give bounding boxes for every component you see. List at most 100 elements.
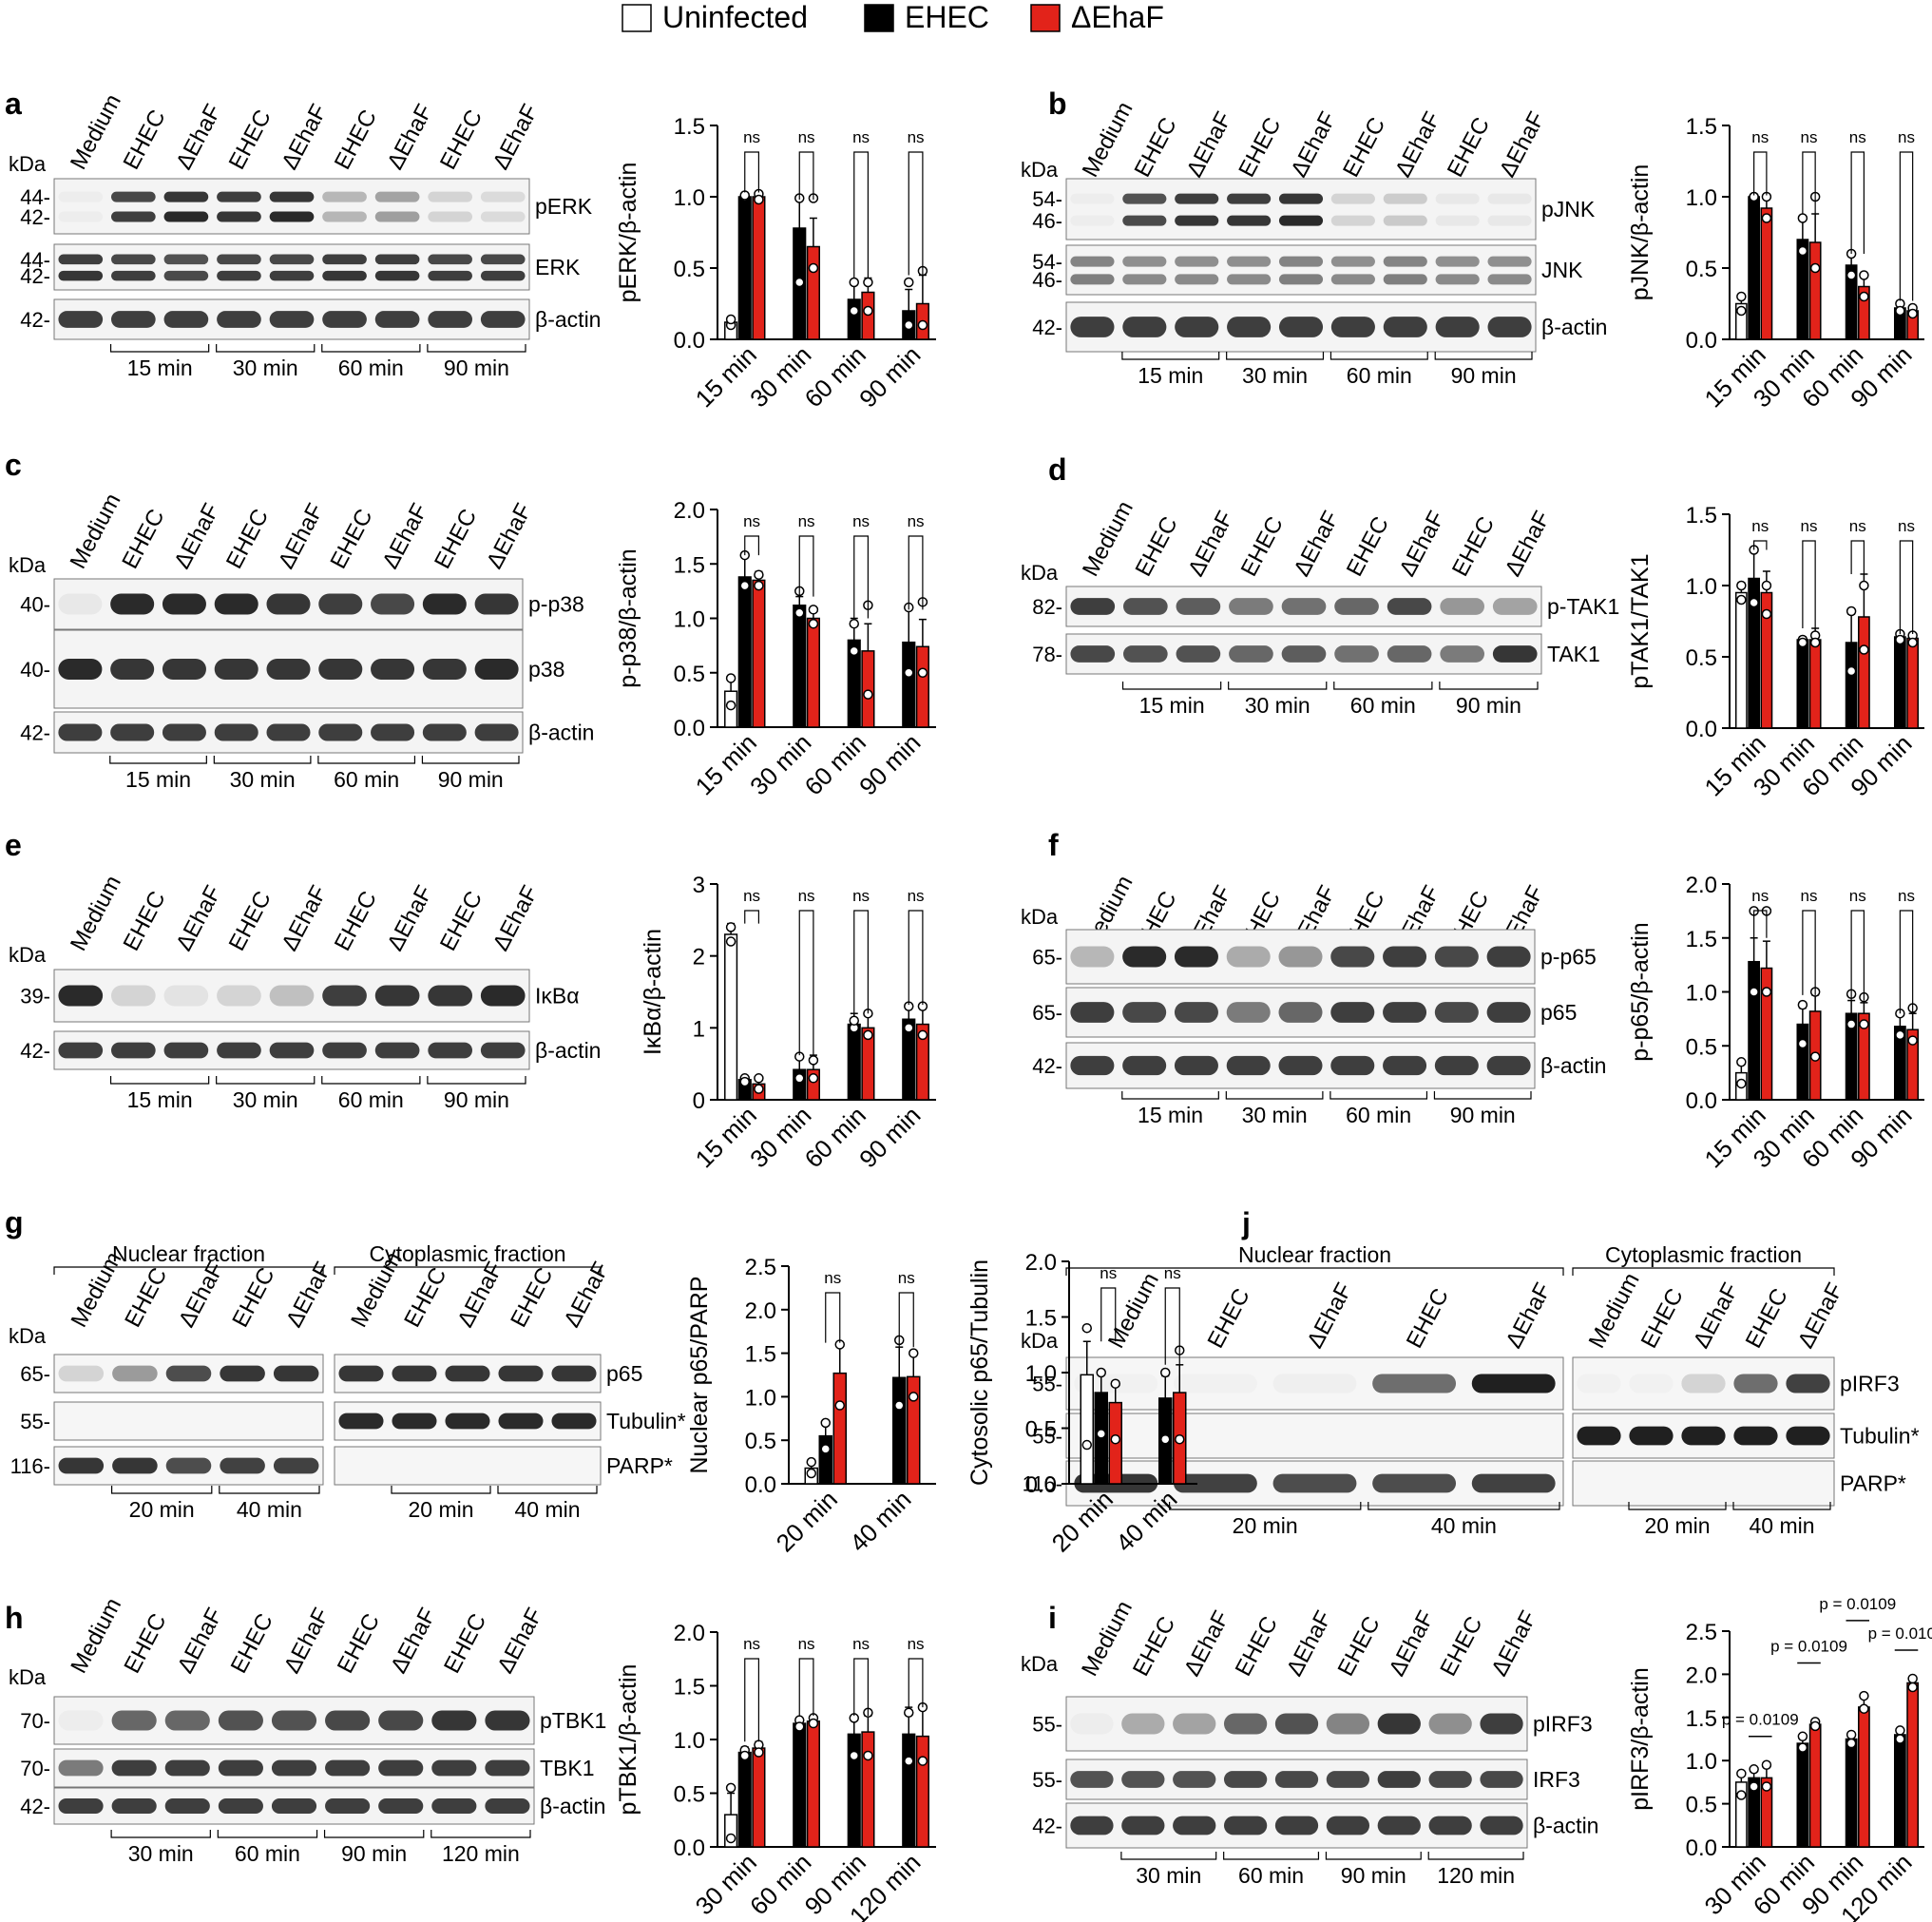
significance-label: ns <box>1898 887 1915 905</box>
y-tick-label: 3 <box>693 873 705 898</box>
time-label: 120 min <box>1437 1863 1515 1888</box>
significance-bracket <box>1802 151 1816 214</box>
data-point <box>834 1400 845 1411</box>
band <box>1330 946 1375 968</box>
lane-label: ΔEhaF <box>386 1604 441 1677</box>
significance-label: ns <box>898 1269 915 1287</box>
data-point <box>1160 1367 1171 1378</box>
kda-marker: 55- <box>1032 1373 1062 1396</box>
band <box>1274 1771 1319 1788</box>
band <box>318 593 363 615</box>
fraction-title: Nuclear fraction <box>1238 1242 1391 1267</box>
significance-bracket <box>1753 910 1768 938</box>
data-point <box>1797 1038 1808 1049</box>
time-bracket <box>321 1076 421 1085</box>
data-point <box>1736 305 1747 317</box>
band <box>322 191 367 202</box>
time-label: 40 min <box>1431 1513 1497 1538</box>
bar <box>832 1372 847 1485</box>
band <box>214 723 258 741</box>
data-point <box>1761 987 1772 997</box>
time-label: 40 min <box>1749 1513 1814 1538</box>
protein-label: p38 <box>528 657 564 682</box>
band <box>164 1798 210 1814</box>
time-bracket <box>216 344 316 353</box>
y-tick-label: 1.5 <box>674 552 705 578</box>
band <box>1070 256 1115 267</box>
y-tick-label: 0.0 <box>674 328 705 354</box>
band <box>428 311 472 328</box>
band <box>1070 1714 1113 1735</box>
band <box>1273 1374 1357 1393</box>
time-label: 90 min <box>444 356 509 380</box>
lane-label: EHEC <box>119 1609 171 1678</box>
band <box>111 1759 157 1777</box>
data-point <box>754 1073 764 1084</box>
data-point <box>1809 1720 1821 1732</box>
time-label: 60 min <box>235 1841 300 1866</box>
band <box>374 311 420 328</box>
band <box>1122 1002 1167 1023</box>
time-bracket <box>1439 682 1539 690</box>
band <box>1330 1002 1375 1023</box>
time-label: 20 min <box>408 1497 473 1522</box>
data-point <box>1160 1433 1171 1445</box>
data-point <box>820 1444 831 1454</box>
band <box>422 723 467 741</box>
legend-swatch <box>622 4 652 32</box>
data-point <box>725 314 736 325</box>
bar <box>724 933 738 1101</box>
bar <box>861 650 875 728</box>
band <box>1330 215 1375 226</box>
band <box>1226 946 1271 968</box>
panel-label: h <box>5 1601 24 1635</box>
data-point <box>1736 1768 1747 1779</box>
time-label: 60 min <box>1347 363 1412 388</box>
significance-label: ns <box>1898 517 1915 535</box>
bar <box>806 1720 820 1848</box>
data-point <box>1859 291 1869 302</box>
significance-label: ns <box>743 887 760 905</box>
data-point <box>1761 608 1772 620</box>
band <box>1326 1713 1370 1735</box>
lane-label: ΔEhaF <box>281 1258 336 1331</box>
protein-label: TBK1 <box>540 1756 595 1780</box>
lane-label: ΔEhaF <box>279 1604 335 1677</box>
significance-label: ns <box>1849 887 1866 905</box>
lane-label: ΔEhaF <box>382 100 437 173</box>
time-bracket <box>391 1486 491 1494</box>
band <box>1227 317 1272 337</box>
protein-label: IRF3 <box>1533 1767 1580 1792</box>
band <box>474 659 519 680</box>
panel-label: e <box>5 828 22 862</box>
data-point <box>1846 605 1857 617</box>
band <box>1229 598 1273 615</box>
time-bracket <box>427 344 526 353</box>
kda-marker: 70- <box>20 1709 50 1733</box>
band <box>1123 598 1168 615</box>
significance-bracket <box>1164 1287 1180 1365</box>
lane-label: EHEC <box>333 1609 385 1678</box>
time-bracket <box>497 1486 598 1494</box>
bar <box>1858 616 1870 729</box>
kda-marker: 116- <box>1023 1472 1062 1496</box>
protein-label: β-actin <box>1541 315 1607 339</box>
kda-marker: 46- <box>1032 209 1062 233</box>
band <box>271 1710 317 1731</box>
protein-label: PARP* <box>1840 1471 1906 1496</box>
significance-label: ns <box>852 887 870 905</box>
time-bracket <box>110 1830 211 1838</box>
bar <box>1748 960 1761 1101</box>
lane-label: EHEC <box>1234 113 1286 182</box>
band <box>1330 256 1375 267</box>
band <box>163 1042 209 1059</box>
lane-label: EHEC <box>119 106 171 174</box>
band <box>164 1759 210 1777</box>
x-tick-label: 40 min <box>844 1485 916 1557</box>
data-point <box>909 1392 919 1402</box>
blot-strip: 42- β-actin <box>1032 1042 1606 1089</box>
lane-label: ΔEhaF <box>277 100 332 173</box>
band <box>1334 645 1379 663</box>
significance-label: ns <box>908 887 925 905</box>
